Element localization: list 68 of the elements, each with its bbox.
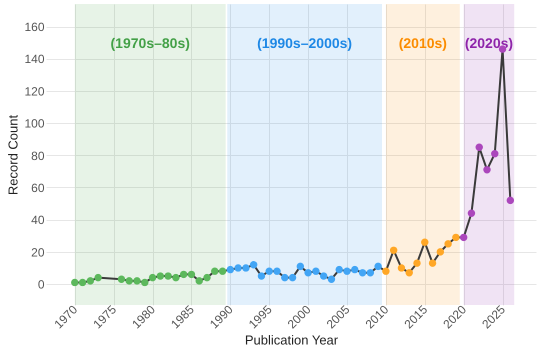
- y-tick-label: 20: [31, 245, 45, 260]
- point: [218, 267, 226, 275]
- y-tick-label: 80: [31, 148, 45, 163]
- point: [141, 278, 148, 286]
- point: [304, 269, 312, 277]
- point: [273, 267, 281, 275]
- point: [196, 277, 203, 285]
- point: [328, 276, 336, 283]
- point: [366, 269, 374, 277]
- point: [296, 262, 304, 270]
- point: [78, 278, 86, 286]
- point: [351, 266, 358, 274]
- point: [436, 248, 444, 256]
- point: [483, 166, 491, 174]
- point: [421, 238, 428, 246]
- point: [234, 264, 242, 272]
- point: [266, 267, 273, 275]
- point: [320, 272, 328, 280]
- point: [180, 270, 188, 278]
- point: [94, 274, 102, 282]
- point: [476, 144, 483, 151]
- point: [133, 277, 141, 285]
- point: [226, 266, 234, 274]
- point: [242, 264, 250, 272]
- point: [390, 246, 398, 254]
- point: [491, 150, 498, 158]
- y-axis-title: Record Count: [5, 114, 20, 196]
- point: [374, 262, 382, 270]
- point: [343, 267, 351, 275]
- point: [211, 267, 218, 275]
- band-label: (1990s–2000s): [257, 35, 352, 51]
- point: [406, 269, 413, 277]
- point: [126, 277, 133, 285]
- band-label: (2010s): [398, 35, 447, 51]
- point: [460, 234, 468, 242]
- y-tick-label: 60: [31, 180, 45, 195]
- y-tick-label: 160: [24, 20, 45, 34]
- point: [188, 270, 196, 278]
- point: [398, 264, 406, 272]
- point: [382, 267, 390, 275]
- point: [203, 274, 211, 282]
- x-axis-title: Publication Year: [244, 332, 339, 348]
- y-tick-label: 100: [24, 116, 45, 131]
- point: [156, 272, 164, 280]
- point: [250, 261, 258, 268]
- point: [506, 196, 514, 204]
- point: [86, 277, 94, 285]
- y-tick-label: 140: [24, 52, 45, 66]
- y-tick-label: 120: [24, 84, 45, 98]
- point: [71, 278, 78, 286]
- point: [444, 240, 452, 248]
- point: [288, 274, 296, 282]
- point: [413, 259, 421, 267]
- y-tick-label: 0: [38, 278, 45, 292]
- point: [336, 266, 343, 274]
- point: [258, 272, 266, 280]
- band-label: (1970s–80s): [110, 35, 190, 51]
- point: [281, 274, 288, 282]
- point: [468, 210, 476, 217]
- point: [148, 274, 156, 282]
- point: [428, 259, 436, 267]
- point: [452, 234, 460, 242]
- y-tick-label: 40: [31, 213, 45, 228]
- point: [118, 276, 126, 283]
- point: [172, 274, 180, 282]
- point: [358, 269, 366, 277]
- point: [312, 267, 320, 275]
- point: [164, 272, 172, 280]
